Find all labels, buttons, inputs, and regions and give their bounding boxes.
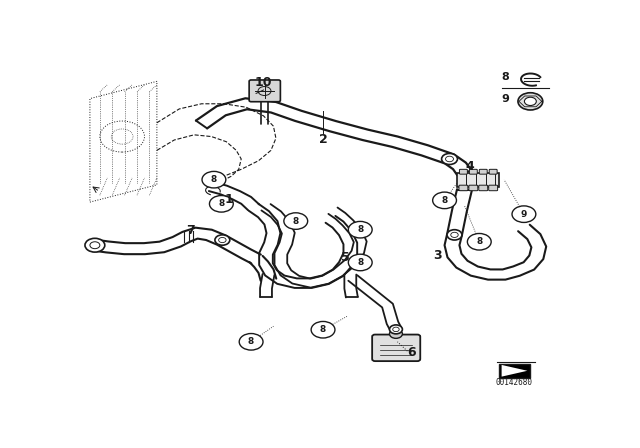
- Circle shape: [284, 213, 308, 229]
- Text: 8: 8: [442, 196, 448, 205]
- FancyBboxPatch shape: [249, 80, 280, 102]
- Text: 8: 8: [357, 258, 364, 267]
- Circle shape: [390, 325, 403, 334]
- Text: 9: 9: [521, 210, 527, 219]
- FancyBboxPatch shape: [469, 185, 478, 191]
- FancyBboxPatch shape: [499, 363, 530, 378]
- Circle shape: [239, 333, 263, 350]
- Text: 9: 9: [502, 94, 509, 104]
- Text: 4: 4: [466, 160, 475, 173]
- Polygon shape: [502, 365, 527, 377]
- Circle shape: [348, 254, 372, 271]
- Text: 7: 7: [186, 224, 195, 237]
- Polygon shape: [457, 173, 499, 186]
- FancyBboxPatch shape: [489, 185, 498, 191]
- FancyBboxPatch shape: [372, 335, 420, 361]
- Text: 8: 8: [211, 175, 217, 184]
- Circle shape: [202, 172, 226, 188]
- Text: 3: 3: [433, 249, 442, 262]
- Text: 8: 8: [292, 216, 299, 225]
- Text: 8: 8: [320, 325, 326, 334]
- Text: 8: 8: [357, 225, 364, 234]
- Text: 8: 8: [502, 72, 509, 82]
- FancyBboxPatch shape: [460, 169, 467, 174]
- Circle shape: [442, 154, 458, 164]
- Text: 2: 2: [319, 133, 328, 146]
- Circle shape: [390, 329, 403, 338]
- Circle shape: [512, 206, 536, 223]
- Circle shape: [467, 233, 491, 250]
- Circle shape: [215, 235, 230, 245]
- FancyBboxPatch shape: [479, 169, 487, 174]
- Circle shape: [524, 97, 536, 105]
- Circle shape: [433, 192, 456, 209]
- Text: 1: 1: [225, 193, 233, 206]
- Text: 10: 10: [255, 76, 272, 89]
- Circle shape: [348, 221, 372, 238]
- Circle shape: [209, 195, 233, 212]
- FancyBboxPatch shape: [459, 185, 468, 191]
- Circle shape: [85, 238, 105, 252]
- Text: 8: 8: [476, 237, 483, 246]
- Circle shape: [518, 93, 543, 110]
- Text: 00142680: 00142680: [496, 378, 533, 387]
- Text: 8: 8: [218, 199, 225, 208]
- FancyBboxPatch shape: [479, 185, 488, 191]
- Text: 8: 8: [248, 337, 254, 346]
- FancyBboxPatch shape: [489, 169, 497, 174]
- Circle shape: [447, 230, 462, 240]
- Circle shape: [311, 322, 335, 338]
- Text: 5: 5: [341, 251, 349, 264]
- Text: 6: 6: [407, 346, 415, 359]
- FancyBboxPatch shape: [469, 169, 477, 174]
